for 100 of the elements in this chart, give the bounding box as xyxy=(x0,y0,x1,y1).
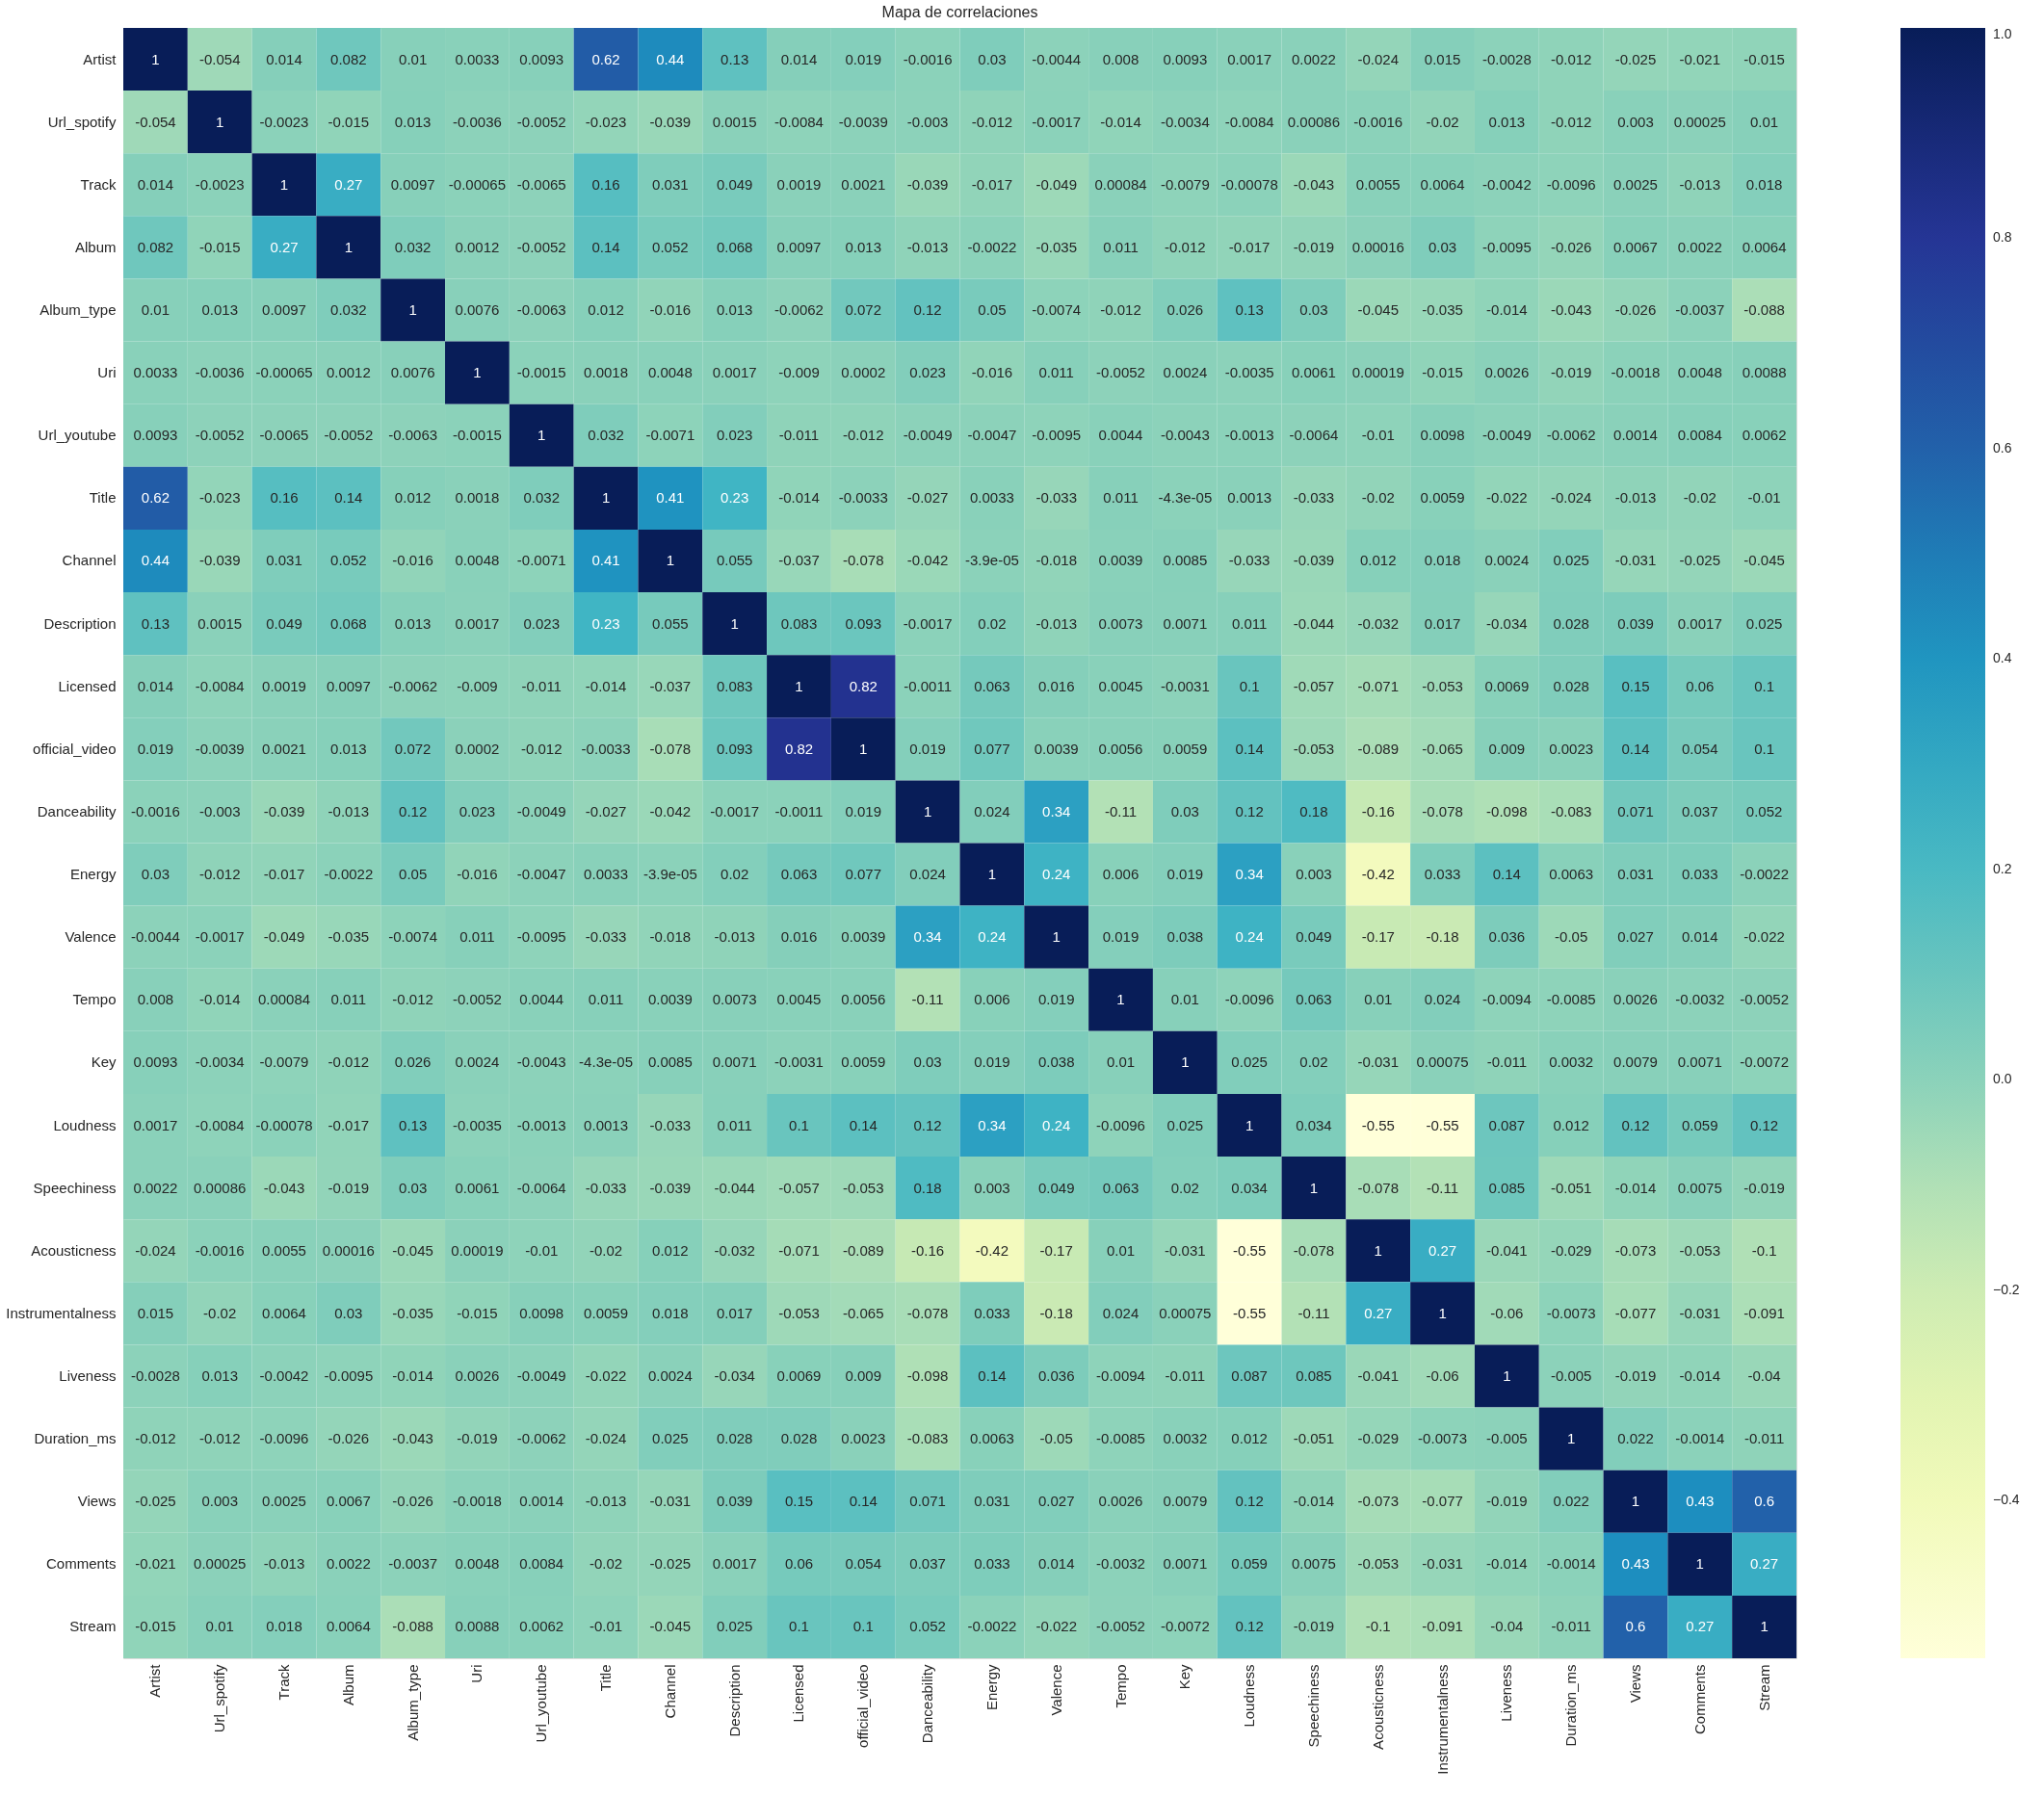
data-label: -0.02 xyxy=(589,1241,623,1259)
data-label: 0.00025 xyxy=(1673,113,1726,130)
data-label: 0.011 xyxy=(459,928,495,946)
data-label: -0.009 xyxy=(778,364,820,381)
x-tick-label: Loudness xyxy=(1241,1664,1258,1728)
data-label: -0.031 xyxy=(1422,1555,1463,1573)
data-label: 0.0069 xyxy=(776,1366,822,1384)
data-label: -0.0016 xyxy=(1353,113,1403,130)
data-label: -0.049 xyxy=(1035,175,1077,193)
data-label: 1 xyxy=(795,677,803,694)
data-label: 0.012 xyxy=(1231,1430,1268,1447)
data-label: -0.0032 xyxy=(1096,1555,1145,1573)
data-label: 0.011 xyxy=(1103,238,1139,255)
y-tick-label: Danceability xyxy=(37,802,117,819)
data-label: -0.031 xyxy=(1679,1304,1721,1321)
data-label: 0.12 xyxy=(1235,1493,1264,1510)
data-label: -0.0034 xyxy=(195,1054,245,1071)
data-label: -0.035 xyxy=(328,928,370,946)
data-label: -0.0095 xyxy=(516,928,566,946)
data-label: 0.037 xyxy=(1682,802,1718,819)
data-label: -0.026 xyxy=(1550,238,1592,255)
data-label: 0.011 xyxy=(717,1116,752,1133)
data-label: -0.0015 xyxy=(453,427,502,444)
data-label: 0.049 xyxy=(1296,928,1332,946)
data-label: 0.0088 xyxy=(1742,364,1787,381)
data-label: 0.052 xyxy=(1745,802,1783,819)
x-tick-label: Artist xyxy=(146,1663,164,1698)
data-label: 0.02 xyxy=(978,614,1007,632)
data-label: -0.025 xyxy=(1679,552,1721,569)
data-label: 0.0084 xyxy=(1677,427,1722,444)
data-label: 0.0048 xyxy=(455,1555,500,1573)
data-label: 0.0033 xyxy=(584,866,628,883)
x-tick-label: Title xyxy=(597,1664,615,1692)
data-label: -0.0033 xyxy=(581,740,631,757)
data-label: -0.019 xyxy=(1293,1618,1335,1635)
data-label: -0.02 xyxy=(589,1555,623,1573)
data-label: -0.0017 xyxy=(195,928,245,946)
data-label: 0.27 xyxy=(334,175,363,193)
data-label: -0.0062 xyxy=(388,677,438,694)
data-label: -0.0049 xyxy=(516,802,566,819)
data-label: -0.025 xyxy=(649,1555,692,1573)
data-label: 0.0073 xyxy=(712,991,757,1008)
data-label: -0.065 xyxy=(843,1304,884,1321)
data-label: 0.032 xyxy=(394,238,432,255)
data-label: 0.063 xyxy=(1102,1179,1140,1196)
data-label: 0.24 xyxy=(1042,866,1071,883)
data-label: -0.0096 xyxy=(1224,991,1274,1008)
y-tick-label: Uri xyxy=(97,364,117,381)
data-label: -0.0037 xyxy=(1675,301,1725,319)
data-label: 0.0024 xyxy=(1484,552,1530,569)
data-label: 0.087 xyxy=(1231,1366,1268,1384)
data-label: -3.9e-05 xyxy=(964,552,1019,569)
data-label: -0.0052 xyxy=(1096,364,1145,381)
data-label: 0.027 xyxy=(1037,1493,1075,1510)
data-label: 0.003 xyxy=(974,1179,1010,1196)
data-label: 1 xyxy=(1309,1179,1319,1196)
data-label: 0.0026 xyxy=(455,1366,500,1384)
data-label: -0.019 xyxy=(1486,1493,1528,1510)
data-label: -0.098 xyxy=(906,1366,949,1384)
data-label: -0.071 xyxy=(1357,677,1400,694)
data-label: -0.02 xyxy=(1683,489,1716,507)
data-label: 0.1 xyxy=(1754,677,1775,694)
color-bar-label: 0.2 xyxy=(1993,860,2012,876)
data-label: -0.42 xyxy=(1361,866,1395,883)
data-label: 0.43 xyxy=(1621,1555,1650,1573)
data-label: 0.0085 xyxy=(647,1054,693,1071)
data-label: 0.0013 xyxy=(1227,489,1272,507)
data-label: -0.0031 xyxy=(774,1054,824,1071)
data-label: 0.62 xyxy=(591,50,620,67)
data-label: 0.013 xyxy=(394,113,432,130)
data-label: 0.1 xyxy=(852,1618,874,1635)
data-label: 0.82 xyxy=(784,740,814,757)
data-label: -0.014 xyxy=(198,991,241,1008)
data-label: -0.026 xyxy=(328,1430,370,1447)
data-label: -0.014 xyxy=(1486,1555,1528,1573)
y-tick-label: Licensed xyxy=(58,677,117,694)
data-label: -0.0074 xyxy=(1032,301,1082,319)
data-label: 0.02 xyxy=(721,866,749,883)
data-label: -0.014 xyxy=(778,489,820,507)
data-label: 0.62 xyxy=(141,489,170,507)
data-label: 0.014 xyxy=(1037,1555,1075,1573)
data-label: 0.01 xyxy=(1364,991,1393,1008)
y-tick-label: Url_youtube xyxy=(38,427,117,444)
data-label: -0.01 xyxy=(525,1241,559,1259)
data-label: -0.55 xyxy=(1426,1116,1459,1133)
data-label: -0.0063 xyxy=(388,427,438,444)
data-label: 0.022 xyxy=(1553,1493,1589,1510)
data-label: 0.14 xyxy=(849,1116,878,1133)
data-label: 0.019 xyxy=(137,740,174,757)
data-label: -0.0072 xyxy=(1740,1054,1790,1071)
data-label: -0.026 xyxy=(1614,301,1657,319)
data-label: -0.089 xyxy=(1357,740,1400,757)
color-bar-label: 0.8 xyxy=(1993,229,2012,246)
data-label: -0.053 xyxy=(778,1304,820,1321)
data-label: 0.034 xyxy=(1231,1179,1268,1196)
data-label: 0.033 xyxy=(1424,866,1461,883)
data-label: -0.017 xyxy=(1228,238,1271,255)
y-tick-label: Loudness xyxy=(53,1116,117,1133)
data-label: 0.0048 xyxy=(1677,364,1722,381)
data-label: 0.018 xyxy=(1745,175,1783,193)
